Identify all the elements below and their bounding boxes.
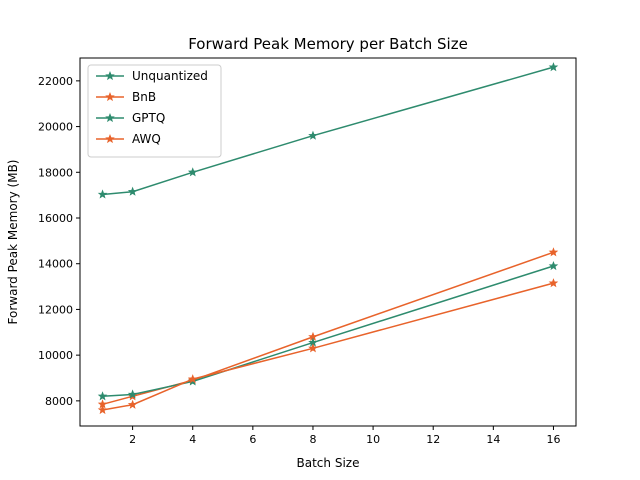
chart-title: Forward Peak Memory per Batch Size [188,35,468,53]
legend-marker [105,112,115,123]
y-tick-label: 20000 [38,121,73,134]
legend-item-awq: AWQ [96,132,161,146]
legend-item-bnb: BnB [96,90,156,104]
x-tick-label: 14 [486,433,500,446]
y-tick-label: 14000 [38,258,73,271]
data-point-awq [127,399,138,409]
data-point-awq [308,343,318,353]
x-tick-label: 4 [189,433,196,446]
x-ticks: 2 4 6 8 10 12 14 16 [129,426,560,446]
y-tick-label: 10000 [38,349,73,362]
y-tick-label: 18000 [38,166,73,179]
data-point-unquantized [548,62,559,72]
data-point-bnb [548,247,559,257]
data-point-gptq [548,260,559,271]
x-tick-label: 10 [366,433,380,446]
x-axis-label: Batch Size [297,456,360,470]
y-tick-label: 16000 [38,212,73,225]
y-tick-label: 12000 [38,303,73,316]
series-awq [97,278,559,415]
x-tick-label: 16 [546,433,560,446]
legend-item-unquantized: Unquantized [96,69,208,83]
data-point-awq [97,404,108,415]
legend-label: Unquantized [132,69,208,83]
y-ticks: 8000 10000 12000 14000 16000 18000 20000 22000 [38,75,80,408]
data-point-unquantized [97,189,108,199]
legend-label: GPTQ [132,111,165,125]
x-tick-label: 8 [309,433,316,446]
plot-frame [79,57,577,427]
y-tick-label: 22000 [38,75,73,88]
data-point-awq [187,374,198,384]
y-axis-label: Forward Peak Memory (MB) [6,160,20,325]
x-tick-label: 6 [249,433,256,446]
legend-marker [105,70,115,81]
y-tick-label: 8000 [45,395,73,408]
x-tick-label: 2 [129,433,136,446]
x-tick-label: 12 [426,433,440,446]
data-point-gptq [127,389,138,399]
legend-marker [105,133,115,144]
data-point-unquantized [127,186,138,196]
data-point-awq [548,278,559,288]
legend-box [87,64,222,158]
series-unquantized [97,62,559,199]
data-point-gptq [97,391,108,401]
data-point-unquantized [187,167,198,177]
legend-label: BnB [132,90,156,104]
series-layer [97,62,559,415]
legend: Unquantized BnB GPTQ AWQ [87,64,222,158]
legend-marker [105,91,115,102]
data-point-unquantized [308,130,318,140]
legend-label: AWQ [132,132,161,146]
legend-item-gptq: GPTQ [96,111,165,125]
